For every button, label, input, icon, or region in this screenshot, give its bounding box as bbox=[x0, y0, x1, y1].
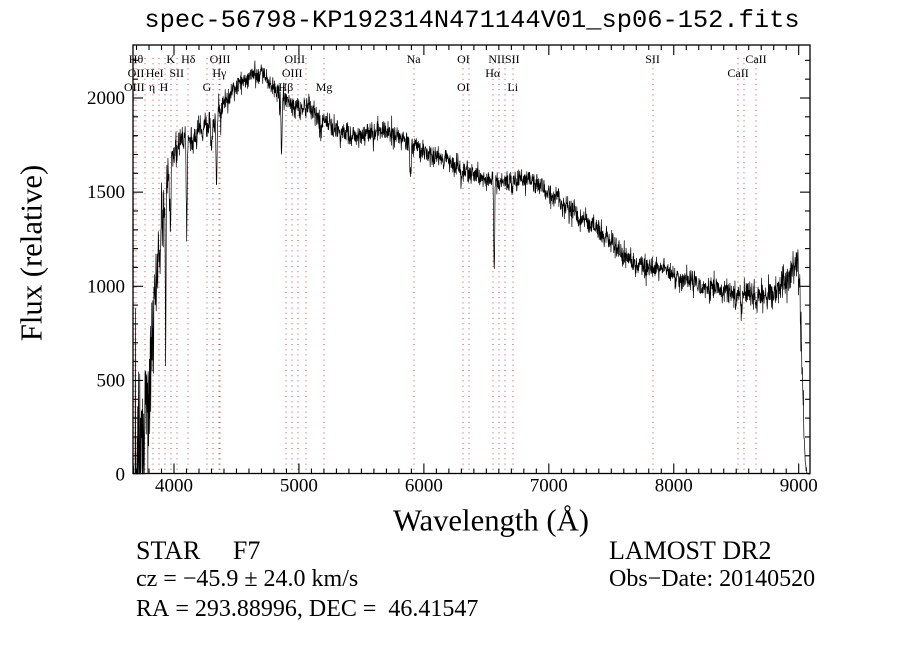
svg-text:1000: 1000 bbox=[87, 276, 125, 297]
svg-text:Hδ: Hδ bbox=[181, 52, 196, 66]
svg-text:0: 0 bbox=[116, 465, 126, 486]
svg-text:1500: 1500 bbox=[87, 182, 125, 203]
svg-text:8000: 8000 bbox=[655, 476, 693, 497]
svg-text:HeI: HeI bbox=[146, 66, 164, 80]
svg-text:G: G bbox=[203, 80, 212, 94]
svg-text:SII: SII bbox=[645, 52, 660, 66]
svg-text:500: 500 bbox=[97, 371, 126, 392]
svg-text:OIII: OIII bbox=[210, 52, 231, 66]
svg-text:OIII: OIII bbox=[284, 52, 305, 66]
svg-text:OIII: OIII bbox=[124, 80, 145, 94]
svg-text:2000: 2000 bbox=[87, 88, 125, 109]
svg-text:4000: 4000 bbox=[155, 476, 193, 497]
svg-text:5000: 5000 bbox=[280, 476, 318, 497]
svg-text:9000: 9000 bbox=[780, 476, 818, 497]
svg-text:CaII: CaII bbox=[745, 52, 766, 66]
svg-text:Hθ: Hθ bbox=[129, 52, 144, 66]
svg-text:OIII: OIII bbox=[282, 66, 303, 80]
svg-text:NIISII: NIISII bbox=[488, 52, 519, 66]
svg-text:Hγ: Hγ bbox=[212, 66, 227, 80]
svg-text:Li: Li bbox=[507, 80, 518, 94]
svg-text:Hα: Hα bbox=[485, 66, 501, 80]
svg-text:OI: OI bbox=[457, 52, 470, 66]
svg-text:H: H bbox=[160, 80, 169, 94]
svg-text:7000: 7000 bbox=[530, 476, 568, 497]
svg-text:Na: Na bbox=[407, 52, 422, 66]
svg-text:CaII: CaII bbox=[727, 66, 748, 80]
svg-text:OII: OII bbox=[128, 66, 145, 80]
svg-text:OI: OI bbox=[457, 80, 470, 94]
svg-text:η: η bbox=[149, 80, 155, 94]
svg-text:SII: SII bbox=[169, 66, 184, 80]
svg-text:Mg: Mg bbox=[316, 80, 333, 94]
svg-text:Hβ: Hβ bbox=[278, 80, 293, 94]
svg-text:6000: 6000 bbox=[405, 476, 443, 497]
